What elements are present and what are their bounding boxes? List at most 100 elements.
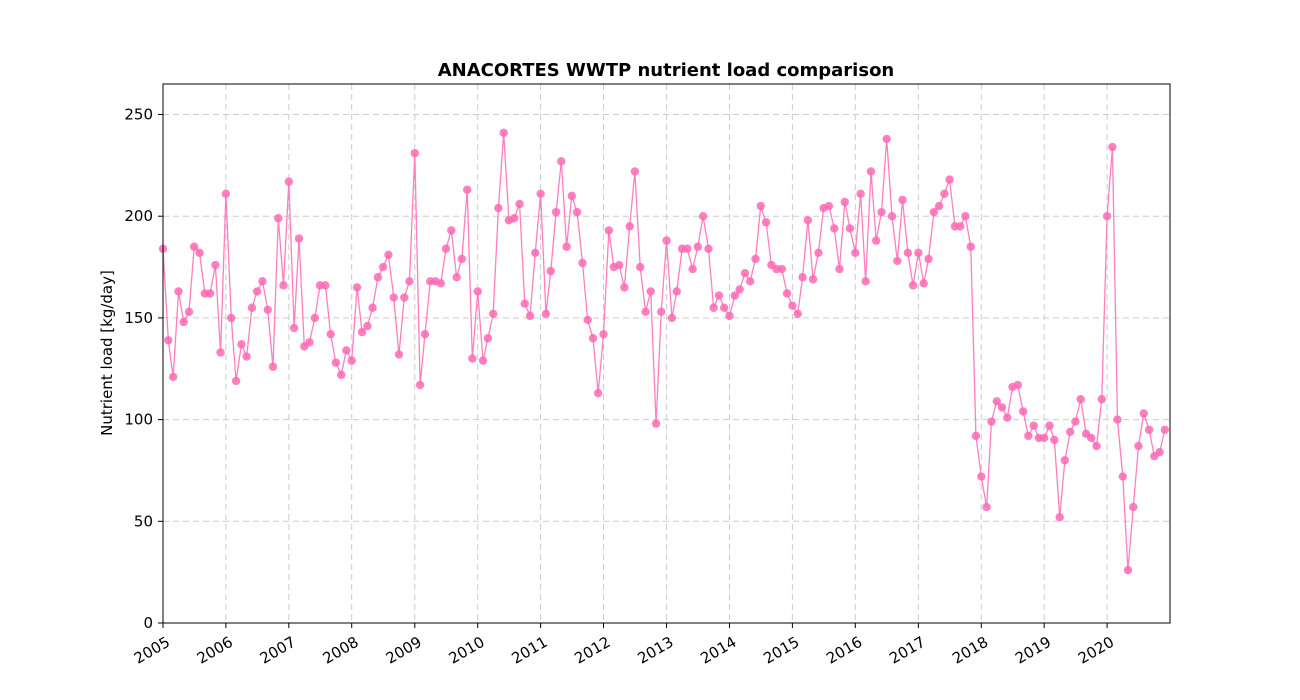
data-point [164, 336, 173, 345]
data-point [1071, 417, 1080, 426]
data-point [184, 307, 194, 316]
data-point [667, 313, 677, 323]
y-tick-label: 50 [134, 512, 153, 530]
data-point [473, 287, 482, 296]
data-point [1066, 427, 1075, 437]
data-point [856, 189, 865, 199]
data-point [646, 287, 655, 296]
data-point [956, 222, 965, 231]
data-point [468, 354, 477, 363]
data-point [483, 334, 493, 343]
data-point [363, 321, 372, 331]
data-point [657, 307, 666, 316]
data-point [887, 212, 897, 221]
x-tick-label: 2013 [635, 633, 677, 668]
data-point [394, 350, 404, 359]
data-point [410, 148, 419, 158]
data-point [735, 285, 744, 294]
data-point [578, 258, 587, 268]
data-point [808, 275, 818, 284]
data-point [457, 254, 467, 264]
data-point [1113, 415, 1122, 424]
data-point [877, 207, 886, 217]
data-point [242, 352, 251, 361]
data-point [1003, 413, 1012, 422]
data-point [688, 264, 697, 274]
data-point [415, 380, 425, 390]
data-point [945, 175, 954, 184]
x-tick-label: 2015 [760, 633, 802, 668]
data-point [531, 248, 540, 258]
data-point [342, 346, 351, 355]
data-point [1160, 425, 1170, 434]
data-point [851, 248, 860, 258]
data-point [782, 289, 792, 298]
data-point [373, 273, 383, 282]
data-point [389, 293, 398, 302]
data-point [961, 212, 970, 221]
x-tick-label: 2010 [446, 633, 488, 668]
data-point [368, 303, 377, 312]
data-point [1087, 433, 1096, 443]
data-point [562, 242, 571, 251]
data-point [982, 502, 991, 512]
data-point [1018, 407, 1028, 416]
data-point [997, 403, 1007, 412]
data-point [1097, 395, 1106, 404]
x-tick-label: 2018 [949, 633, 991, 668]
data-point [588, 334, 598, 343]
data-point [572, 207, 582, 217]
data-point [777, 264, 787, 274]
x-axis: 2005 2006 2007 2008 2009 2010 2011 2012 2013 2014… [131, 623, 1117, 668]
data-point [714, 291, 724, 300]
data-point [987, 417, 996, 426]
data-point [462, 185, 472, 194]
data-point [709, 303, 718, 312]
data-point [231, 376, 241, 386]
data-point [263, 305, 272, 314]
data-point [258, 277, 267, 286]
data-point [310, 313, 320, 323]
data-point [1076, 395, 1085, 404]
data-point [195, 248, 204, 258]
data-point [227, 313, 236, 323]
data-point [525, 311, 535, 321]
data-point [651, 419, 661, 428]
y-axis-label: Nutrient load [kg/day] [98, 270, 116, 436]
data-point [1129, 502, 1138, 512]
data-point [294, 234, 304, 243]
data-point [599, 329, 608, 339]
data-point [793, 309, 802, 319]
data-point [510, 214, 519, 223]
y-tick-label: 0 [143, 614, 153, 632]
data-point [824, 201, 834, 211]
data-point [326, 329, 335, 339]
data-point [803, 216, 813, 225]
data-point [861, 277, 870, 286]
data-point [798, 273, 807, 282]
y-tick-label: 200 [124, 207, 153, 225]
data-point [436, 279, 446, 288]
data-point [541, 309, 551, 319]
x-tick-label: 2008 [320, 633, 362, 668]
y-axis: 0 50 100 150 200 250 [124, 106, 163, 632]
x-tick-label: 2017 [886, 633, 928, 668]
series-layer [158, 128, 1170, 575]
data-point [871, 236, 881, 245]
data-point [400, 293, 409, 302]
data-point [441, 244, 451, 253]
data-point [1144, 425, 1154, 434]
y-tick-label: 150 [124, 309, 153, 327]
data-point [625, 222, 634, 231]
data-point [189, 242, 199, 251]
data-point [1029, 421, 1038, 430]
data-point [1013, 380, 1023, 390]
data-point [751, 254, 760, 264]
data-point [205, 289, 215, 298]
data-point [268, 362, 278, 371]
data-point [1155, 447, 1164, 457]
data-point [898, 195, 907, 205]
x-tick-label: 2011 [509, 633, 551, 668]
data-point [934, 201, 944, 211]
data-point [494, 203, 503, 213]
